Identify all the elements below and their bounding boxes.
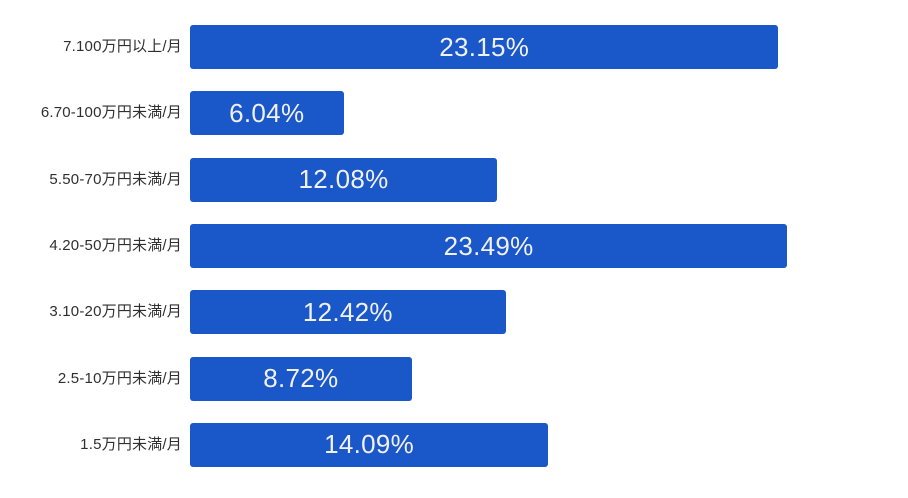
- category-label: 2.5-10万円未満/月: [57, 369, 182, 387]
- chart-row: 2.5-10万円未満/月 8.72%: [0, 345, 908, 411]
- chart-row: 1.5万円未満/月 14.09%: [0, 412, 908, 478]
- chart-row: 4.20-50万円未満/月 23.49%: [0, 213, 908, 279]
- bar-value-label: 6.04%: [229, 97, 305, 128]
- bar-value-label: 23.15%: [439, 31, 530, 62]
- category-label: 1.5万円未満/月: [80, 435, 182, 453]
- category-label: 7.100万円以上/月: [63, 38, 182, 56]
- bar: 6.04%: [190, 91, 344, 136]
- chart-row: 3.10-20万円未満/月 12.42%: [0, 279, 908, 345]
- category-label: 5.50-70万円未満/月: [49, 170, 182, 188]
- chart-row: 6.70-100万円未満/月 6.04%: [0, 80, 908, 146]
- category-label: 4.20-50万円未満/月: [49, 237, 182, 255]
- bar-value-label: 23.49%: [443, 230, 534, 261]
- bar: 12.42%: [190, 290, 506, 335]
- category-label: 6.70-100万円未満/月: [40, 104, 182, 122]
- bar: 14.09%: [190, 422, 549, 467]
- bar: 12.08%: [190, 157, 498, 202]
- bar: 23.49%: [190, 224, 788, 269]
- bar: 8.72%: [190, 356, 412, 401]
- chart-row: 5.50-70万円未満/月 12.08%: [0, 147, 908, 213]
- chart-plot-area: 7.100万円以上/月 23.15% 6.70-100万円未満/月 6.04% …: [0, 14, 908, 478]
- category-label: 3.10-20万円未満/月: [49, 303, 182, 321]
- bar-value-label: 12.08%: [298, 164, 389, 195]
- bar-value-label: 12.42%: [302, 296, 393, 327]
- chart-row: 7.100万円以上/月 23.15%: [0, 14, 908, 80]
- bar: 23.15%: [190, 25, 779, 70]
- bar-value-label: 14.09%: [324, 429, 415, 460]
- bar-value-label: 8.72%: [263, 363, 339, 394]
